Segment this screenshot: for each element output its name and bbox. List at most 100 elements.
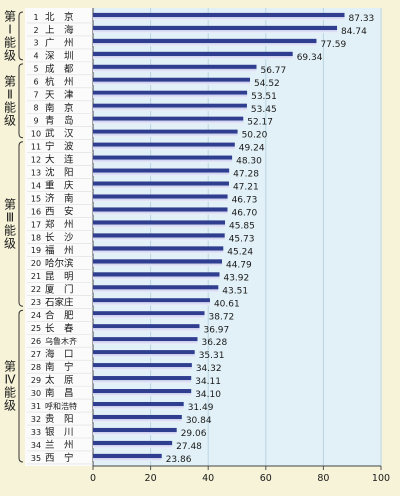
bar-value-label: 23.86 — [166, 455, 192, 465]
category-rank-label: 14 — [31, 181, 41, 190]
category-rank-label: 18 — [31, 233, 41, 242]
bar[interactable] — [93, 51, 293, 59]
bar[interactable] — [93, 324, 200, 332]
bar-value-label: 46.73 — [232, 196, 258, 206]
bar-value-label: 47.21 — [233, 183, 259, 193]
category-city-label: 哈尔滨 — [45, 257, 74, 269]
category-city-label: 南 京 — [45, 102, 74, 114]
bar[interactable] — [93, 376, 192, 384]
category-rank-label: 8 — [33, 104, 38, 113]
x-tick-label: 100 — [372, 473, 390, 484]
category-rank-label: 5 — [33, 65, 38, 74]
category-city-label: 贵 阳 — [45, 413, 74, 425]
category-city-label: 北 京 — [45, 11, 74, 23]
category-city-label: 济 南 — [45, 193, 74, 205]
category-city-label: 西 安 — [45, 206, 74, 218]
category-rank-label: 34 — [31, 441, 41, 450]
category-city-label: 石家庄 — [45, 296, 74, 308]
category-rank-label: 21 — [31, 272, 41, 281]
category-city-label: 武 汉 — [45, 128, 74, 140]
group-bracket — [18, 141, 24, 307]
bar-value-label: 49.24 — [239, 144, 265, 154]
bar[interactable] — [93, 168, 230, 176]
bar[interactable] — [93, 246, 224, 254]
group-bracket — [18, 11, 24, 61]
x-tick-label: 40 — [202, 473, 214, 484]
category-rank-label: 17 — [31, 220, 41, 229]
bar[interactable] — [93, 272, 220, 280]
bar-value-label: 53.51 — [251, 92, 277, 102]
bar[interactable] — [93, 181, 229, 189]
bar-value-label: 36.28 — [201, 338, 227, 348]
bar-value-label: 54.52 — [254, 79, 280, 89]
bar[interactable] — [93, 12, 345, 21]
bar[interactable] — [93, 142, 235, 150]
x-tick-label: 20 — [145, 473, 157, 484]
bar[interactable] — [93, 155, 233, 163]
category-rank-label: 11 — [31, 142, 41, 151]
bar[interactable] — [93, 427, 177, 436]
category-city-label: 广 州 — [45, 37, 74, 49]
category-city-label: 长 沙 — [45, 231, 74, 243]
bar-value-label: 69.34 — [297, 53, 323, 63]
bar-value-label: 35.31 — [199, 351, 225, 361]
label-panel — [25, 8, 93, 466]
category-city-label: 长 春 — [45, 322, 74, 334]
group-label: 第 Ⅳ 能级 — [4, 360, 16, 413]
bar-value-label: 50.20 — [242, 131, 268, 141]
bar-value-label: 56.77 — [260, 66, 286, 76]
bar-value-label: 53.45 — [251, 105, 277, 115]
bar[interactable] — [93, 298, 210, 306]
bar-value-label: 77.59 — [320, 40, 346, 50]
category-rank-label: 2 — [33, 26, 38, 35]
bar-value-label: 30.84 — [186, 416, 212, 426]
bar[interactable] — [93, 259, 222, 267]
category-rank-label: 35 — [31, 454, 41, 463]
bar-value-label: 31.49 — [188, 403, 214, 413]
category-rank-label: 27 — [31, 350, 41, 359]
bar[interactable] — [93, 64, 257, 72]
category-city-label: 南 宁 — [45, 361, 74, 373]
bar[interactable] — [93, 363, 192, 371]
bar[interactable] — [93, 337, 198, 345]
group-bracket — [18, 63, 24, 139]
bar[interactable] — [93, 103, 247, 111]
category-city-label: 西 宁 — [45, 452, 74, 464]
category-rank-label: 9 — [33, 117, 38, 126]
group-label: 第 Ⅲ 能级 — [4, 198, 16, 251]
bar[interactable] — [93, 220, 226, 228]
x-tick-label: 0 — [90, 473, 96, 484]
bar[interactable] — [93, 116, 244, 124]
category-rank-label: 29 — [31, 376, 41, 385]
bar[interactable] — [93, 25, 338, 34]
bar[interactable] — [93, 207, 228, 215]
bar[interactable] — [93, 401, 184, 410]
category-rank-label: 12 — [31, 155, 41, 164]
bar[interactable] — [93, 414, 182, 423]
category-rank-label: 28 — [31, 363, 41, 372]
group-bracket — [18, 309, 24, 463]
bar[interactable] — [93, 233, 225, 241]
bar[interactable] — [93, 90, 248, 98]
bar[interactable] — [93, 129, 238, 137]
category-rank-label: 19 — [31, 246, 41, 255]
bar[interactable] — [93, 38, 317, 47]
category-rank-label: 31 — [31, 402, 41, 411]
bar-value-label: 29.06 — [181, 429, 207, 439]
category-city-label: 上 海 — [45, 24, 74, 36]
bar[interactable] — [93, 389, 192, 397]
bar[interactable] — [93, 453, 162, 462]
category-rank-label: 10 — [31, 130, 41, 139]
bar[interactable] — [93, 194, 228, 202]
category-rank-label: 22 — [31, 285, 41, 294]
bar-value-label: 46.70 — [231, 209, 257, 219]
category-rank-label: 30 — [31, 389, 41, 398]
bar[interactable] — [93, 77, 251, 85]
bar-value-label: 45.24 — [227, 247, 253, 257]
category-city-label: 太 原 — [45, 374, 74, 386]
bar-value-label: 40.61 — [214, 299, 240, 309]
bar[interactable] — [93, 440, 173, 449]
bar[interactable] — [93, 285, 219, 293]
bar[interactable] — [93, 350, 195, 358]
bar[interactable] — [93, 311, 205, 319]
